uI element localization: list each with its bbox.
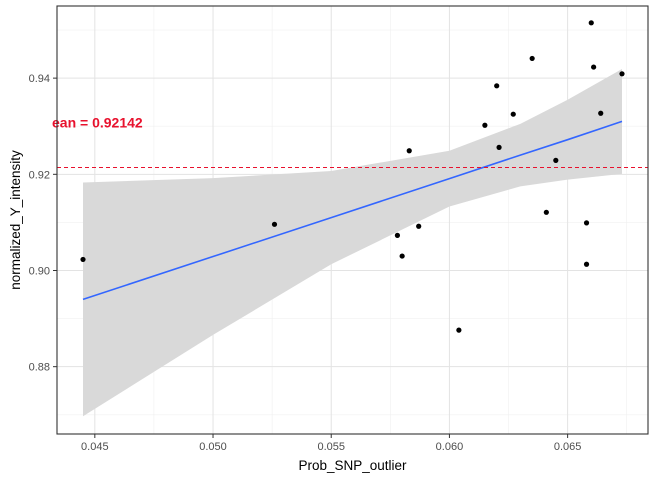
data-point — [80, 256, 86, 263]
confidence-band-group — [83, 69, 622, 417]
x-tick-label: 0.065 — [554, 441, 582, 453]
mean-annotation: ean = 0.92142 — [52, 114, 143, 130]
data-point — [271, 221, 278, 227]
y-axis-title: normalized_Y_intensity — [8, 150, 23, 290]
data-point — [598, 110, 604, 116]
data-point — [583, 220, 590, 226]
annotation-group: ean = 0.92142 — [52, 114, 143, 130]
data-point — [482, 122, 488, 128]
x-axis-title: Prob_SNP_outlier — [298, 458, 407, 473]
data-point — [553, 157, 559, 163]
axes: 0.045 0.050 0.055 0.060 0.065 0.88 0.90 0.92 0.9… — [29, 73, 582, 453]
regression-line-group — [82, 120, 623, 301]
data-point — [399, 253, 405, 259]
confidence-band — [83, 69, 622, 417]
x-tick-label: 0.055 — [317, 441, 345, 453]
y-tick-label: 0.94 — [29, 73, 50, 85]
data-point — [510, 111, 516, 117]
data-point — [394, 232, 401, 238]
x-tick-label: 0.045 — [81, 441, 109, 453]
data-point — [494, 83, 500, 89]
x-tick-label: 0.060 — [436, 441, 464, 453]
data-point — [529, 55, 535, 62]
data-point — [583, 261, 590, 267]
data-point — [619, 71, 625, 77]
data-point — [588, 20, 594, 26]
data-point — [406, 148, 412, 154]
data-point — [456, 327, 462, 333]
data-points — [80, 20, 625, 333]
data-point — [416, 223, 422, 229]
x-tick-label: 0.050 — [199, 441, 227, 453]
y-tick-label: 0.88 — [29, 362, 50, 374]
regression-line — [82, 120, 623, 301]
panel-border — [56, 5, 649, 435]
data-point — [591, 64, 597, 70]
data-point — [496, 144, 502, 150]
y-tick-label: 0.90 — [29, 265, 50, 277]
y-tick-label: 0.92 — [29, 169, 50, 181]
data-point — [543, 209, 549, 215]
